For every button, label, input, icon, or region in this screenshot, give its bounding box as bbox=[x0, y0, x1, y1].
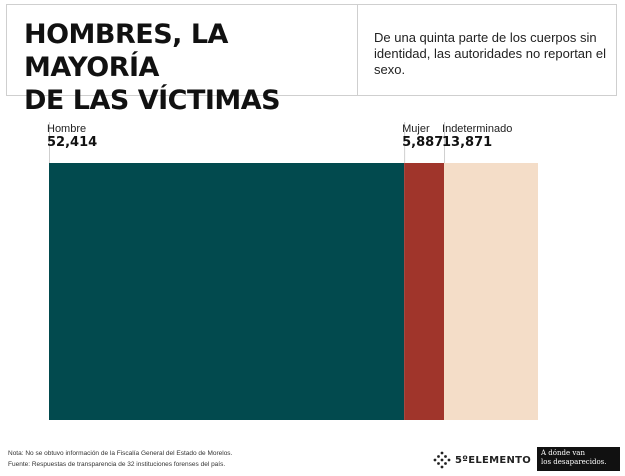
category-label-hombre: Hombre bbox=[47, 123, 86, 135]
category-label-indeterminado: Indeterminado bbox=[442, 123, 512, 135]
footnotes: Nota: No se obtuvo información de la Fis… bbox=[8, 448, 368, 470]
category-label-mujer: Mujer bbox=[402, 123, 430, 135]
bar-segment-indeterminado bbox=[444, 163, 538, 420]
a-donde-van-logo: A dónde van los desaparecidos. bbox=[537, 447, 620, 471]
footnote-note: Nota: No se obtuvo información de la Fis… bbox=[8, 450, 233, 457]
value-label-indeterminado: 13,871 bbox=[442, 135, 492, 150]
title-line-2: DE LAS VÍCTIMAS bbox=[24, 85, 281, 116]
value-label-mujer: 5,887 bbox=[402, 135, 443, 150]
value-label-hombre: 52,414 bbox=[47, 135, 97, 150]
header-divider bbox=[357, 4, 358, 96]
quinto-elemento-text: 5ºELEMENTO bbox=[455, 454, 532, 466]
bar-segment-hombre bbox=[49, 163, 405, 420]
quinto-elemento-logo: 5ºELEMENTO bbox=[433, 451, 531, 469]
bar-segment-mujer bbox=[404, 163, 445, 420]
a-donde-van-line-1: A dónde van bbox=[541, 449, 585, 457]
quinto-elemento-mark-icon bbox=[433, 451, 451, 469]
title-line-1: HOMBRES, LA MAYORÍA bbox=[24, 19, 228, 83]
footnote-source: Fuente: Respuestas de transparencia de 3… bbox=[8, 461, 226, 468]
chart-subtitle: De una quinta parte de los cuerpos sin i… bbox=[374, 30, 606, 77]
header-box bbox=[6, 4, 617, 96]
a-donde-van-line-2: los desaparecidos. bbox=[541, 458, 607, 466]
chart-title: HOMBRES, LA MAYORÍA DE LAS VÍCTIMAS bbox=[24, 18, 354, 117]
